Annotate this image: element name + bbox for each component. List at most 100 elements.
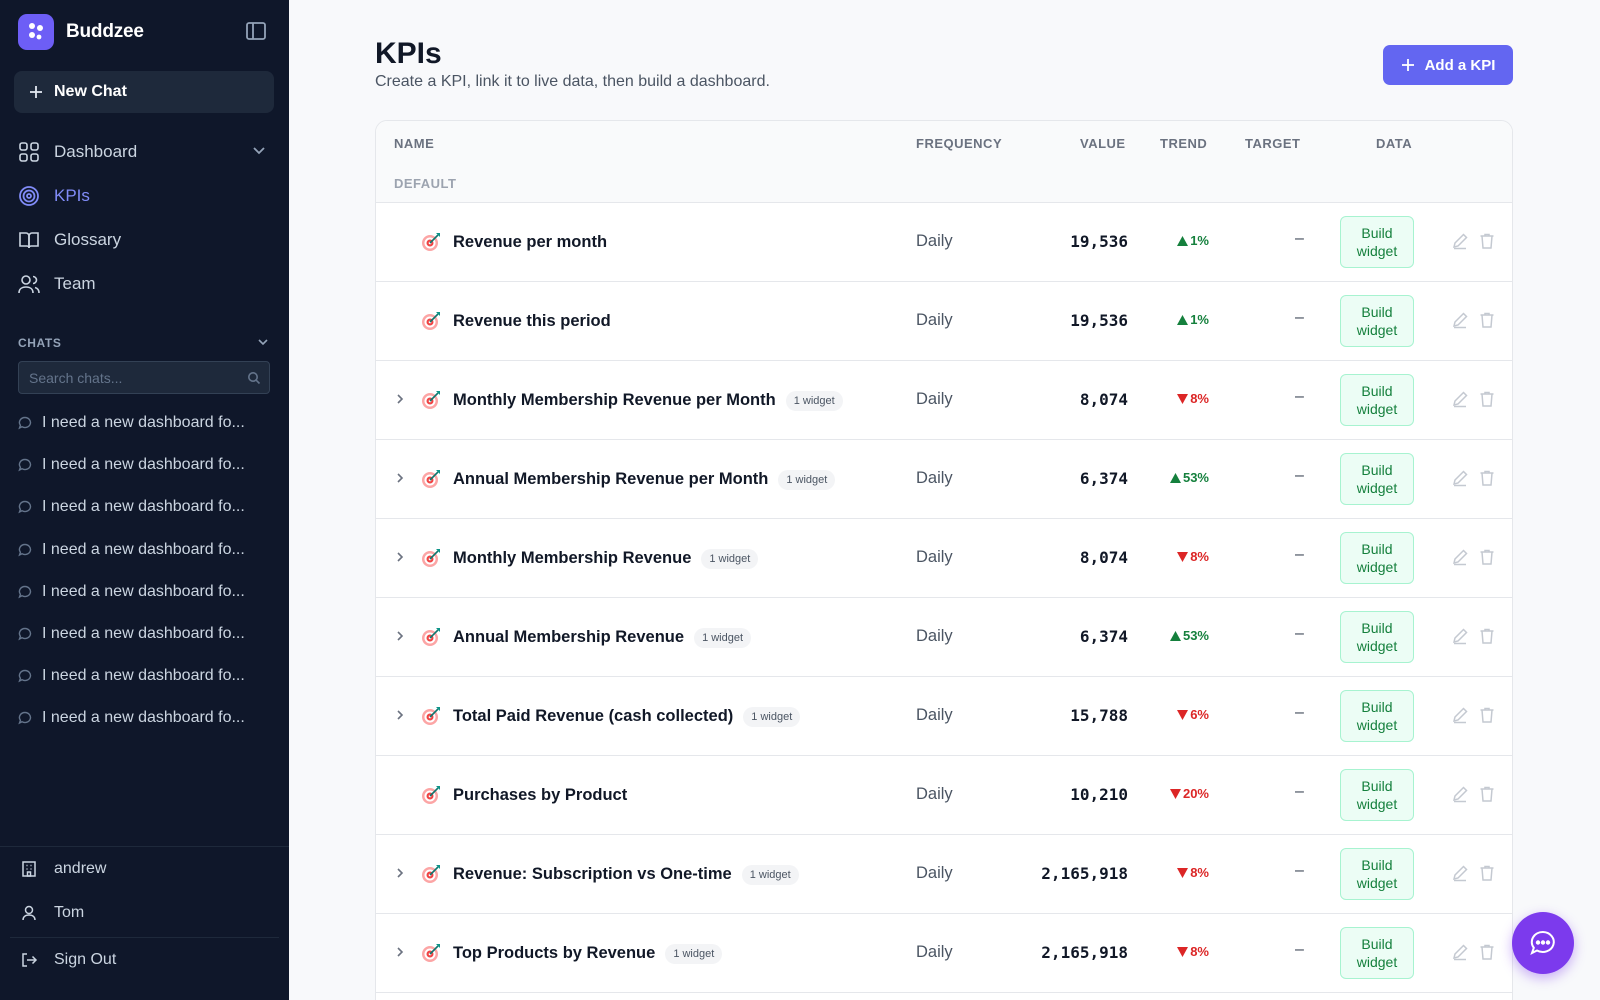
table-row[interactable]: Total Paid Revenue (cash collected) 1 wid… [376,677,1512,756]
kpi-name[interactable]: Purchases by Product [453,786,628,804]
build-widget-button[interactable]: Build widget [1340,295,1414,347]
chat-search-input[interactable] [29,369,239,386]
column-header-name[interactable]: NAME [394,136,435,151]
chat-item[interactable]: I need a new dashboard fo... [18,613,270,655]
widget-count-badge: 1 widget [741,864,799,885]
kpi-name[interactable]: Monthly Membership Revenue [453,549,692,567]
pencil-icon[interactable] [1451,232,1469,250]
nav-item-label: Glossary [54,230,122,249]
trash-icon[interactable] [1478,943,1496,961]
chat-item[interactable]: I need a new dashboard fo... [18,529,270,571]
table-row[interactable]: Revenue: Subscription vs One-time 1 widge… [376,835,1512,914]
kpi-name[interactable]: Total Paid Revenue (cash collected) [453,707,734,725]
table-row[interactable]: Annual Membership Revenue 1 widget Daily 6,… [376,598,1512,677]
kpi-name-cell: Annual Membership Revenue per Month 1 wid… [453,440,836,519]
kpi-name[interactable]: Revenue this period [453,312,611,330]
trash-icon[interactable] [1478,232,1496,250]
table-row[interactable]: Monthly Membership Revenue 1 widget Daily 8… [376,519,1512,598]
pencil-icon[interactable] [1451,943,1469,961]
chevron-right-icon[interactable] [394,946,406,958]
trash-icon[interactable] [1478,311,1496,329]
chat-item[interactable]: I need a new dashboard fo... [18,571,270,613]
table-row[interactable]: Purchases by Product Daily 10,210 20% – Build… [376,756,1512,835]
trash-icon[interactable] [1478,548,1496,566]
chevron-right-icon[interactable] [394,630,406,642]
chat-assistant-button[interactable] [1512,912,1574,974]
chat-item[interactable]: I need a new dashboard fo... [18,402,270,444]
pencil-icon[interactable] [1451,548,1469,566]
brand[interactable]: Buddzee [18,14,144,50]
kpi-trend: 1% [1177,312,1209,327]
build-widget-button[interactable]: Build widget [1340,611,1414,663]
trend-down-icon [1169,788,1181,799]
trash-icon[interactable] [1478,706,1496,724]
chats-heading[interactable]: CHATS [18,336,270,350]
build-widget-button[interactable]: Build widget [1340,532,1414,584]
user-profile[interactable]: Tom [0,891,289,935]
build-widget-button[interactable]: Build widget [1340,374,1414,426]
trash-icon[interactable] [1478,864,1496,882]
build-widget-button[interactable]: Build widget [1340,769,1414,821]
chat-item[interactable]: I need a new dashboard fo... [18,655,270,697]
trash-icon[interactable] [1478,785,1496,803]
kpi-target: – [1295,625,1304,642]
trash-icon[interactable] [1478,627,1496,645]
trend-down-icon [1177,393,1189,404]
new-chat-button[interactable]: New Chat [14,71,274,113]
build-widget-button[interactable]: Build widget [1340,690,1414,742]
kpi-name[interactable]: Annual Membership Revenue [453,628,685,646]
table-row[interactable]: Monthly Membership Revenue per Month 1 wi… [376,361,1512,440]
table-row[interactable]: Top Products by Revenue 1 widget Daily 2,16… [376,914,1512,993]
trash-icon[interactable] [1478,390,1496,408]
add-kpi-button[interactable]: Add a KPI [1383,45,1513,85]
table-row[interactable]: Revenue this period Daily 19,536 1% – Build w… [376,282,1512,361]
chat-item[interactable]: I need a new dashboard fo... [18,486,270,528]
kpi-name[interactable]: Revenue per month [453,233,608,251]
pencil-icon[interactable] [1451,706,1469,724]
chevron-down-icon[interactable] [251,142,267,158]
widget-count-badge: 1 widget [785,390,843,411]
chevron-right-icon[interactable] [394,393,406,405]
kpi-name[interactable]: Top Products by Revenue [453,944,656,962]
kpi-name[interactable]: Monthly Membership Revenue per Month [453,391,776,409]
org-switcher[interactable]: andrew [0,847,289,891]
pencil-icon[interactable] [1451,627,1469,645]
chevron-right-icon[interactable] [394,867,406,879]
chevron-right-icon[interactable] [394,472,406,484]
chevron-right-icon[interactable] [394,709,406,721]
sidebar-toggle-icon[interactable] [245,20,269,44]
column-header-frequency[interactable]: FREQUENCY [916,136,1003,151]
table-row[interactable]: Annual Membership Revenue per Month 1 wid… [376,440,1512,519]
build-widget-button[interactable]: Build widget [1340,216,1414,268]
column-header-trend[interactable]: TREND [1160,136,1208,151]
nav-item-dashboard[interactable]: Dashboard [0,130,289,174]
trash-icon[interactable] [1478,469,1496,487]
target-arrow-icon [422,312,440,330]
widget-count-badge: 1 widget [694,627,752,648]
kpi-trend-value: 1% [1190,312,1209,327]
build-widget-button[interactable]: Build widget [1340,848,1414,900]
kpi-name-cell: Purchases by Product [453,756,627,835]
build-widget-button[interactable]: Build widget [1340,927,1414,979]
chevron-right-icon[interactable] [394,551,406,563]
pencil-icon[interactable] [1451,311,1469,329]
kpi-name[interactable]: Revenue: Subscription vs One-time [453,865,732,883]
column-header-value[interactable]: VALUE [1080,136,1126,151]
table-row[interactable]: Revenue per month Daily 19,536 1% – Build wid… [376,203,1512,282]
kpi-frequency: Daily [916,864,953,882]
column-header-data[interactable]: DATA [1376,136,1413,151]
pencil-icon[interactable] [1451,864,1469,882]
pencil-icon[interactable] [1451,390,1469,408]
chat-item[interactable]: I need a new dashboard fo... [18,444,270,486]
nav-item-glossary[interactable]: Glossary [0,218,289,262]
target-arrow-icon [422,233,440,251]
column-header-target[interactable]: TARGET [1245,136,1301,151]
pencil-icon[interactable] [1451,785,1469,803]
nav-item-kpis[interactable]: KPIs [0,174,289,218]
build-widget-button[interactable]: Build widget [1340,453,1414,505]
chat-item[interactable]: I need a new dashboard fo... [18,697,270,739]
sign-out-button[interactable]: Sign Out [0,938,289,982]
nav-item-team[interactable]: Team [0,262,289,306]
pencil-icon[interactable] [1451,469,1469,487]
kpi-name[interactable]: Annual Membership Revenue per Month [453,470,769,488]
